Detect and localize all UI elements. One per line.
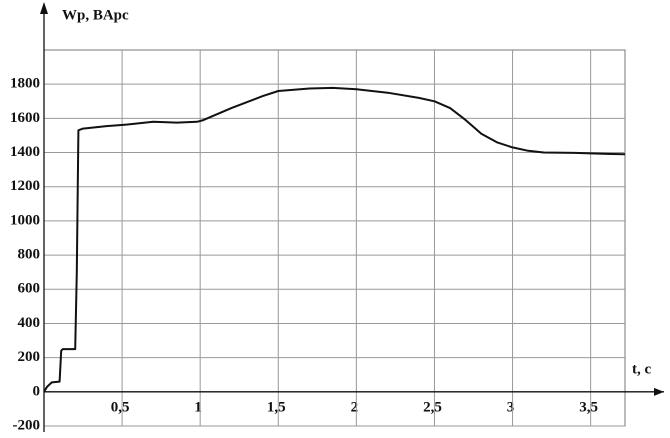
y-axis-arrow — [40, 2, 48, 14]
x-tick-label: 2 — [351, 399, 359, 415]
y-tick-label: 1400 — [10, 144, 40, 160]
y-tick-label: 800 — [18, 247, 41, 263]
x-axis-arrow — [654, 387, 664, 396]
x-tick-label: 2,5 — [423, 399, 442, 415]
y-tick-label: 600 — [18, 281, 41, 297]
data-line — [43, 86, 626, 393]
y-tick-label: 0 — [33, 383, 41, 399]
y-tick-label: 1600 — [10, 110, 40, 126]
y-tick-label: -200 — [13, 417, 41, 433]
x-tick-label: 1 — [194, 399, 202, 415]
plot-frame — [43, 49, 626, 427]
y-axis-label: Wp, BApc — [62, 7, 129, 23]
y-tick-label: 200 — [18, 349, 41, 365]
x-axis-label: t, c — [632, 361, 651, 377]
y-tick-label: 1000 — [10, 212, 40, 228]
x-tick-label: 3,5 — [579, 399, 598, 415]
y-tick-label: 400 — [18, 315, 41, 331]
x-tick-label: 3 — [507, 399, 515, 415]
y-tick-label: 1200 — [10, 178, 40, 194]
x-tick-label: 1,5 — [267, 399, 286, 415]
y-tick-label: 1800 — [10, 76, 40, 92]
x-tick-label: 0,5 — [111, 399, 130, 415]
